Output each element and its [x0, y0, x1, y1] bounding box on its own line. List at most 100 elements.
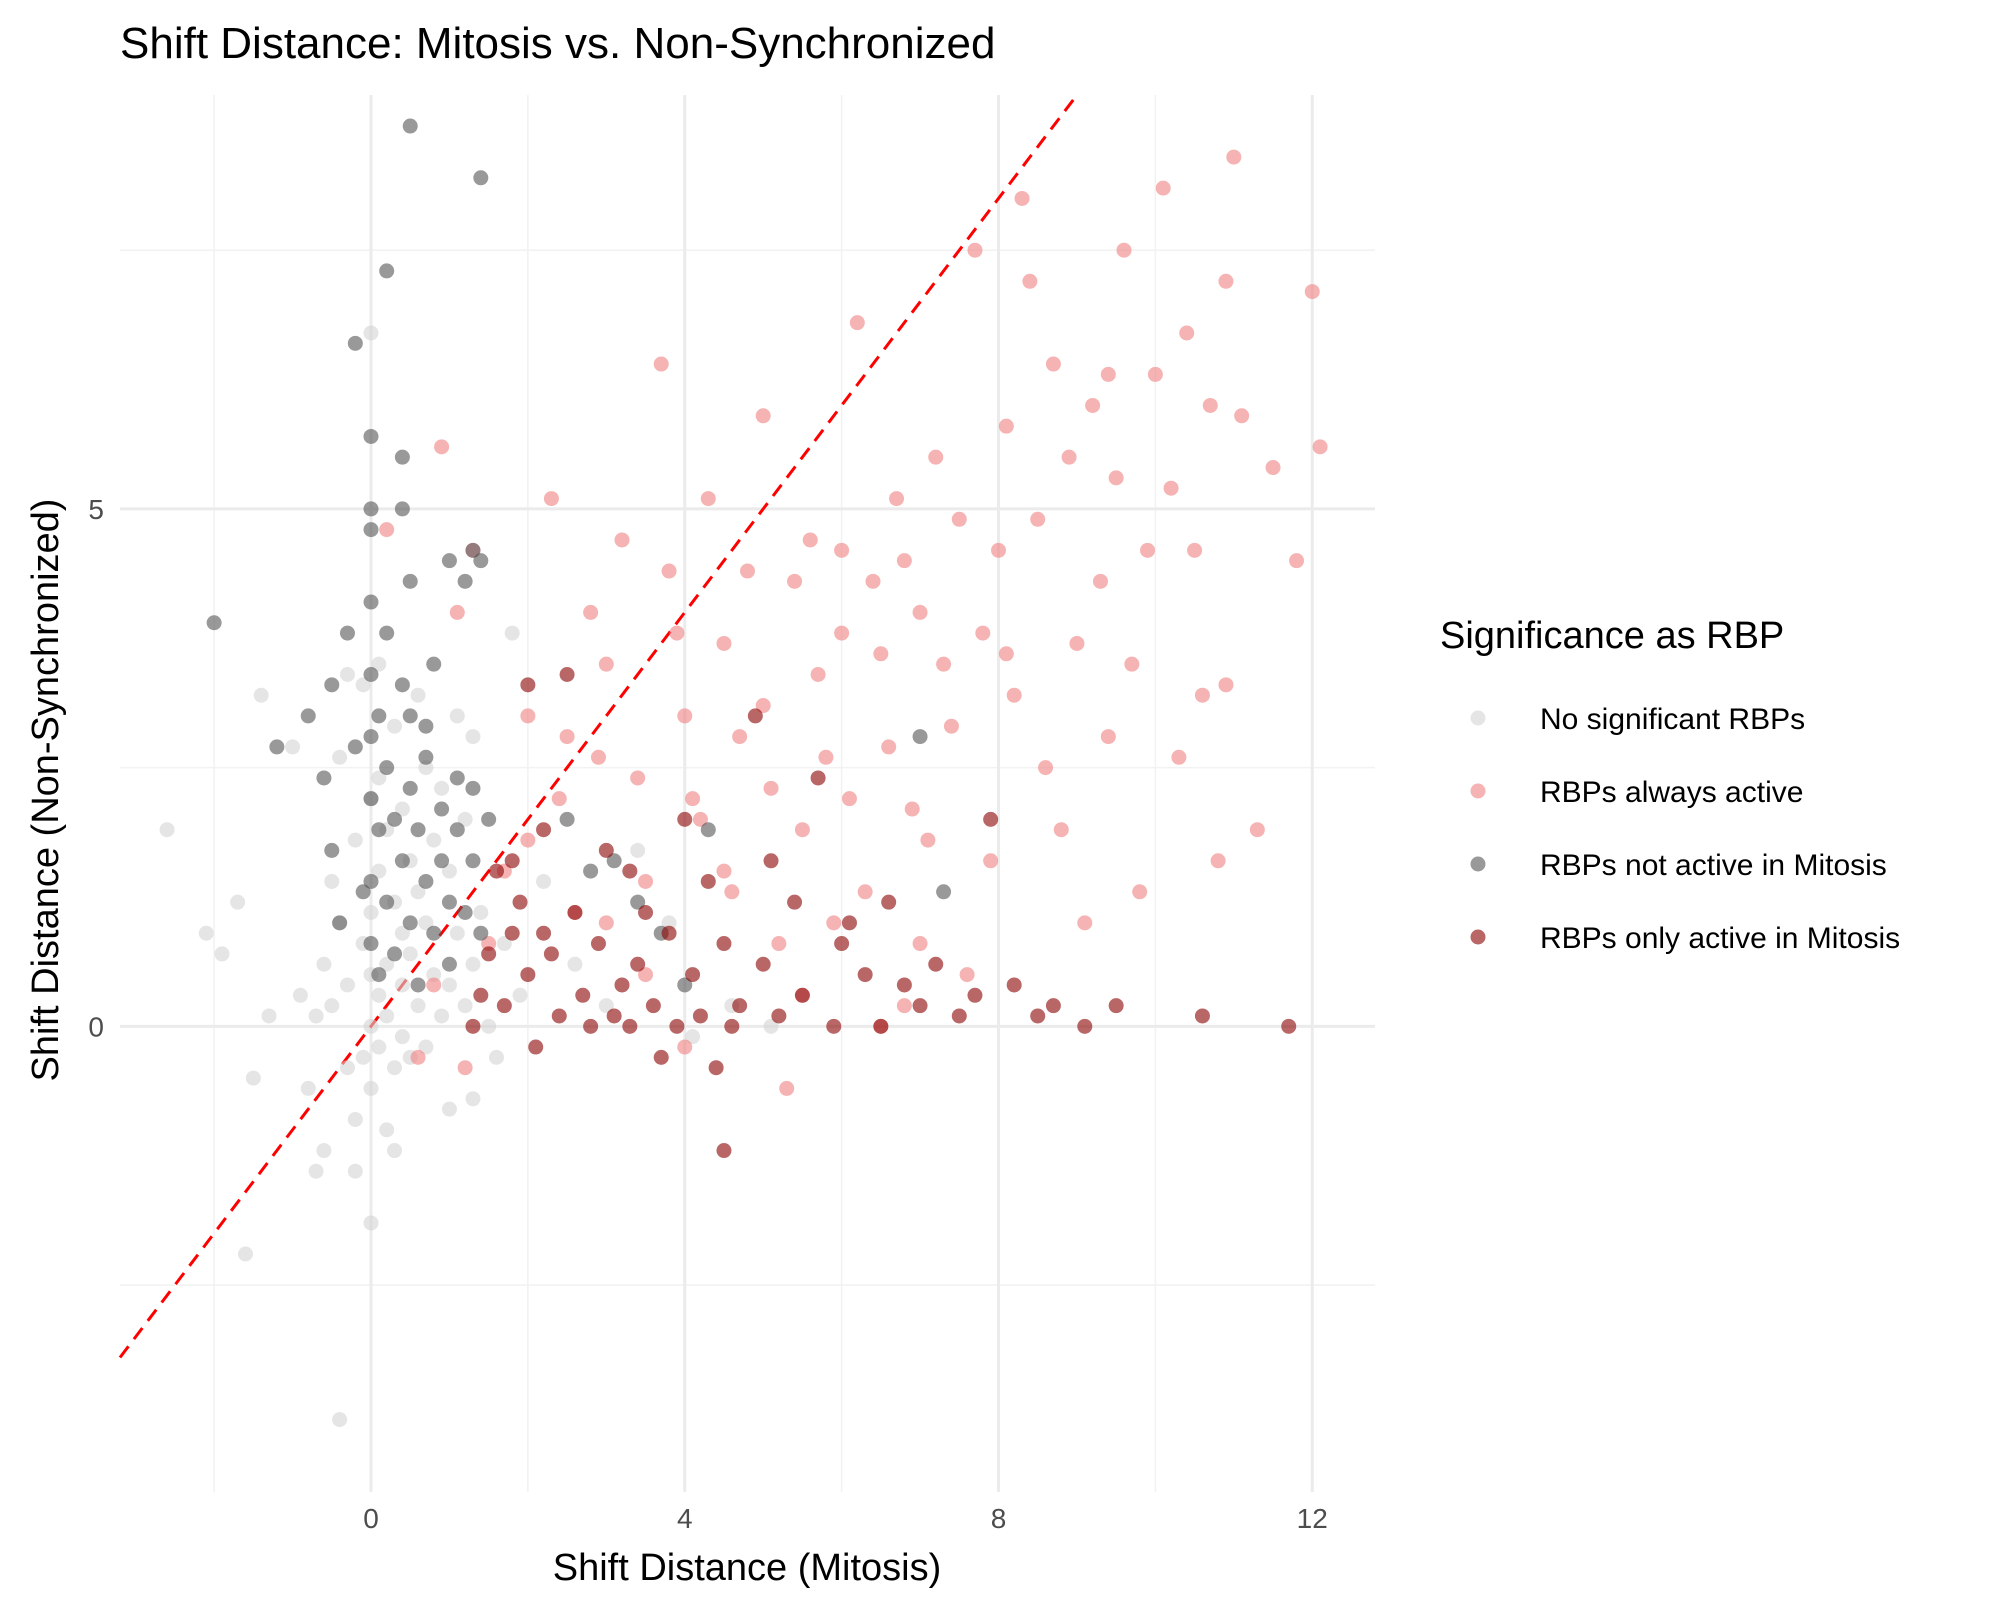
data-point: [465, 1018, 481, 1034]
data-point: [387, 811, 403, 827]
y-tick-label: 0: [88, 1011, 104, 1042]
data-point: [732, 998, 748, 1014]
data-point: [324, 842, 340, 858]
data-point: [426, 977, 442, 993]
data-point: [598, 842, 614, 858]
data-point: [724, 884, 740, 900]
data-point: [590, 936, 606, 952]
data-point: [959, 967, 975, 983]
data-point: [347, 335, 363, 351]
data-point: [394, 925, 410, 941]
data-point: [653, 1049, 669, 1065]
data-point: [771, 936, 787, 952]
data-point: [363, 594, 379, 610]
data-point: [441, 894, 457, 910]
data-point: [465, 956, 481, 972]
data-point: [363, 325, 379, 341]
data-point: [426, 967, 442, 983]
series-2-points: [206, 118, 952, 993]
data-point: [363, 1080, 379, 1096]
data-point: [857, 967, 873, 983]
data-point: [912, 604, 928, 620]
data-point: [810, 666, 826, 682]
data-point: [630, 956, 646, 972]
data-point: [449, 925, 465, 941]
data-point: [857, 884, 873, 900]
data-point: [387, 1060, 403, 1076]
data-point: [951, 1008, 967, 1024]
data-point: [716, 863, 732, 879]
data-point: [434, 780, 450, 796]
data-point: [394, 677, 410, 693]
data-point: [841, 915, 857, 931]
data-point: [802, 532, 818, 548]
data-point: [441, 863, 457, 879]
data-point: [410, 998, 426, 1014]
data-point: [1014, 190, 1030, 206]
data-point: [614, 532, 630, 548]
data-point: [214, 946, 230, 962]
data-point: [818, 749, 834, 765]
series-0-points: [159, 325, 779, 1428]
data-point: [1061, 449, 1077, 465]
data-point: [324, 677, 340, 693]
data-point: [716, 635, 732, 651]
data-point: [1092, 573, 1108, 589]
data-point: [230, 894, 246, 910]
data-point: [434, 801, 450, 817]
data-point: [371, 1039, 387, 1055]
data-point: [755, 956, 771, 972]
data-point: [1140, 542, 1156, 558]
data-point: [983, 853, 999, 869]
data-point: [543, 491, 559, 507]
data-point: [810, 770, 826, 786]
data-point: [457, 1060, 473, 1076]
data-point: [834, 936, 850, 952]
data-point: [614, 977, 630, 993]
data-point: [669, 1018, 685, 1034]
data-point: [1218, 273, 1234, 289]
data-point: [787, 894, 803, 910]
data-point: [418, 718, 434, 734]
x-tick-label: 8: [991, 1503, 1007, 1534]
data-point: [685, 791, 701, 807]
data-point: [332, 749, 348, 765]
data-point: [1124, 656, 1140, 672]
data-point: [881, 894, 897, 910]
data-point: [943, 718, 959, 734]
x-tick-label: 12: [1297, 1503, 1328, 1534]
data-point: [394, 1029, 410, 1045]
data-point: [402, 708, 418, 724]
data-point: [630, 770, 646, 786]
data-point: [324, 998, 340, 1014]
data-point: [590, 749, 606, 765]
data-point: [1234, 408, 1250, 424]
data-point: [473, 987, 489, 1003]
data-point: [559, 729, 575, 745]
data-point: [904, 801, 920, 817]
data-point: [1265, 460, 1281, 476]
data-point: [1281, 1018, 1297, 1034]
data-point: [779, 1080, 795, 1096]
data-point: [763, 780, 779, 796]
data-point: [567, 956, 583, 972]
data-point: [606, 853, 622, 869]
data-point: [520, 967, 536, 983]
data-point: [355, 677, 371, 693]
data-point: [379, 625, 395, 641]
legend-label: RBPs only active in Mitosis: [1540, 922, 1900, 955]
data-point: [1249, 822, 1265, 838]
data-point: [465, 853, 481, 869]
data-point: [1100, 729, 1116, 745]
data-point: [998, 646, 1014, 662]
data-point: [489, 1049, 504, 1065]
data-point: [951, 511, 967, 527]
data-point: [677, 1039, 693, 1055]
data-point: [441, 977, 457, 993]
data-point: [300, 708, 316, 724]
data-point: [661, 925, 677, 941]
data-point: [339, 666, 355, 682]
data-point: [1210, 853, 1226, 869]
data-point: [724, 1018, 740, 1034]
data-point: [238, 1246, 253, 1262]
